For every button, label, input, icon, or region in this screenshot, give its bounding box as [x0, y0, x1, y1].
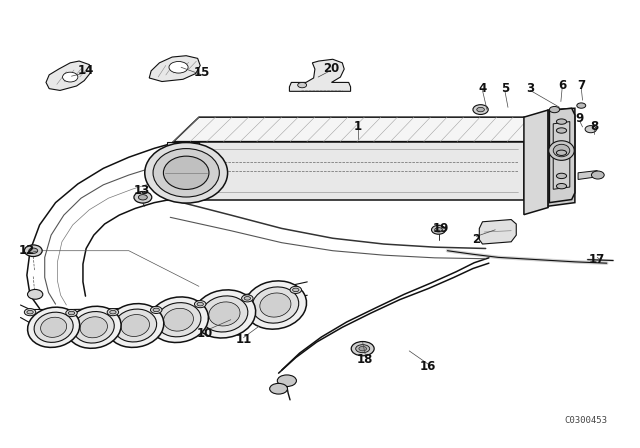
Ellipse shape	[28, 289, 43, 299]
Text: 12: 12	[19, 244, 35, 257]
Ellipse shape	[477, 108, 484, 112]
Text: 15: 15	[194, 66, 211, 79]
Ellipse shape	[107, 309, 118, 316]
Polygon shape	[578, 171, 597, 180]
Text: 11: 11	[236, 333, 252, 346]
Text: 8: 8	[590, 120, 598, 133]
Ellipse shape	[66, 310, 77, 317]
Ellipse shape	[359, 346, 367, 351]
Polygon shape	[167, 142, 199, 199]
Ellipse shape	[435, 228, 442, 232]
Ellipse shape	[67, 306, 121, 348]
Ellipse shape	[553, 144, 570, 157]
Ellipse shape	[145, 142, 228, 203]
Ellipse shape	[24, 309, 36, 316]
Ellipse shape	[252, 287, 299, 323]
Ellipse shape	[153, 149, 220, 197]
Ellipse shape	[164, 308, 193, 331]
Ellipse shape	[24, 245, 42, 257]
Text: 2: 2	[472, 233, 480, 246]
Polygon shape	[149, 56, 200, 82]
Ellipse shape	[585, 125, 596, 133]
Polygon shape	[524, 110, 548, 215]
Ellipse shape	[68, 311, 75, 315]
Ellipse shape	[277, 375, 296, 387]
Ellipse shape	[195, 301, 206, 308]
Text: 6: 6	[558, 79, 566, 92]
Ellipse shape	[260, 293, 291, 317]
Ellipse shape	[556, 150, 566, 155]
Text: 10: 10	[197, 327, 213, 340]
Ellipse shape	[244, 281, 307, 329]
Text: 4: 4	[478, 82, 486, 95]
Ellipse shape	[28, 307, 80, 347]
Ellipse shape	[153, 308, 159, 312]
Ellipse shape	[269, 383, 287, 394]
Ellipse shape	[27, 310, 33, 314]
Ellipse shape	[114, 309, 157, 342]
Polygon shape	[479, 220, 516, 244]
Ellipse shape	[193, 290, 255, 338]
Ellipse shape	[556, 184, 566, 189]
Ellipse shape	[548, 141, 574, 160]
Ellipse shape	[556, 128, 566, 133]
Ellipse shape	[431, 225, 445, 234]
Ellipse shape	[156, 303, 201, 337]
Polygon shape	[549, 108, 575, 202]
Ellipse shape	[209, 302, 240, 326]
Text: 3: 3	[526, 82, 534, 95]
Ellipse shape	[63, 72, 78, 82]
Polygon shape	[548, 108, 575, 206]
Text: 14: 14	[77, 64, 93, 77]
Text: 5: 5	[500, 82, 509, 95]
Text: 17: 17	[589, 253, 605, 266]
Ellipse shape	[290, 286, 301, 293]
Ellipse shape	[298, 82, 307, 88]
Text: C0300453: C0300453	[565, 416, 608, 425]
Ellipse shape	[197, 302, 204, 306]
Text: 19: 19	[433, 222, 449, 235]
Ellipse shape	[138, 194, 147, 200]
Ellipse shape	[556, 119, 566, 124]
Ellipse shape	[109, 310, 116, 314]
Ellipse shape	[242, 295, 253, 302]
Ellipse shape	[201, 296, 248, 332]
Ellipse shape	[591, 171, 604, 179]
Text: 13: 13	[134, 184, 150, 197]
Ellipse shape	[292, 288, 299, 292]
Ellipse shape	[40, 317, 67, 337]
Ellipse shape	[107, 304, 164, 347]
Ellipse shape	[150, 306, 162, 314]
Polygon shape	[289, 59, 351, 91]
Ellipse shape	[148, 297, 209, 343]
Polygon shape	[173, 117, 546, 142]
Text: 7: 7	[577, 79, 586, 92]
Ellipse shape	[577, 103, 586, 108]
Text: 1: 1	[354, 120, 362, 133]
Ellipse shape	[473, 105, 488, 115]
Ellipse shape	[74, 311, 115, 343]
Ellipse shape	[163, 156, 209, 190]
Ellipse shape	[169, 61, 188, 73]
Ellipse shape	[80, 317, 108, 338]
Polygon shape	[46, 61, 91, 90]
Ellipse shape	[351, 341, 374, 356]
Ellipse shape	[29, 248, 38, 254]
Polygon shape	[173, 142, 524, 199]
Ellipse shape	[556, 173, 566, 179]
Text: 20: 20	[323, 62, 339, 75]
Text: 16: 16	[420, 360, 436, 373]
Ellipse shape	[121, 314, 150, 336]
Ellipse shape	[244, 297, 250, 300]
Ellipse shape	[356, 345, 370, 353]
Ellipse shape	[34, 312, 73, 342]
Ellipse shape	[549, 107, 559, 113]
Text: 9: 9	[576, 112, 584, 125]
Ellipse shape	[134, 191, 152, 203]
Text: 18: 18	[356, 353, 372, 366]
